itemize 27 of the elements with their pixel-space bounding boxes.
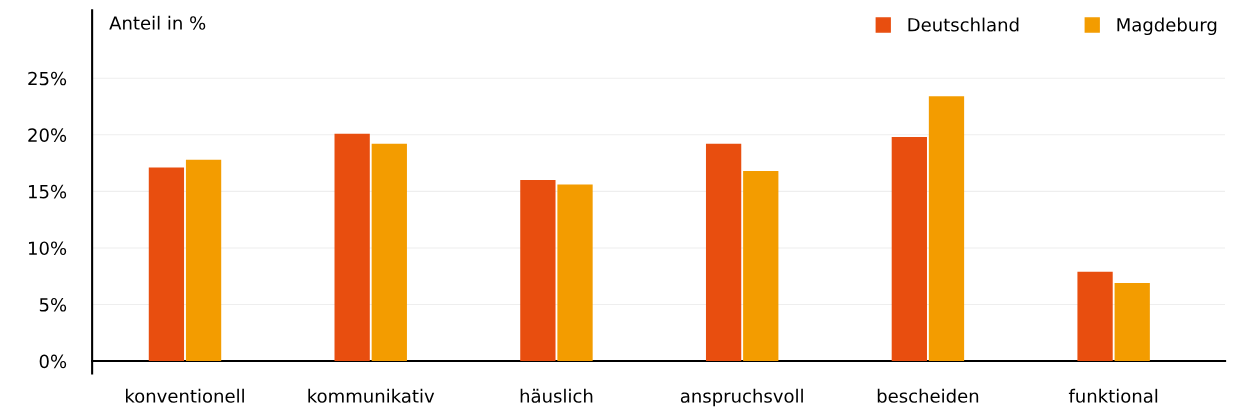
bar bbox=[557, 184, 593, 362]
y-tick-label: 5% bbox=[39, 297, 67, 312]
bar bbox=[520, 180, 556, 362]
bar bbox=[1114, 283, 1150, 362]
bar bbox=[1077, 271, 1113, 362]
bar bbox=[185, 159, 222, 362]
bar bbox=[334, 133, 370, 362]
x-tick-label: funktional bbox=[1068, 388, 1158, 403]
bar bbox=[891, 137, 927, 362]
bar bbox=[148, 167, 185, 362]
x-tick-label: kommunikativ bbox=[308, 388, 435, 403]
y-tick-label: 25% bbox=[28, 71, 67, 86]
y-tick-label: 15% bbox=[28, 184, 67, 199]
x-tick-label: häuslich bbox=[520, 388, 593, 403]
bar bbox=[705, 143, 742, 362]
bar bbox=[743, 171, 779, 362]
x-tick-label: konventionell bbox=[126, 388, 244, 403]
legend-label: Deutschland bbox=[908, 17, 1019, 32]
bar bbox=[928, 96, 965, 362]
y-tick-label: 20% bbox=[28, 128, 67, 142]
x-tick-label: anspruchsvoll bbox=[680, 388, 803, 407]
x-tick-label: bescheiden bbox=[877, 388, 979, 403]
y-tick-label: 10% bbox=[28, 241, 67, 256]
legend-label: Magdeburg bbox=[1117, 17, 1217, 36]
y-tick-label: 0% bbox=[39, 354, 67, 369]
bar bbox=[371, 143, 407, 362]
y-axis-title: Anteil in % bbox=[109, 15, 206, 30]
